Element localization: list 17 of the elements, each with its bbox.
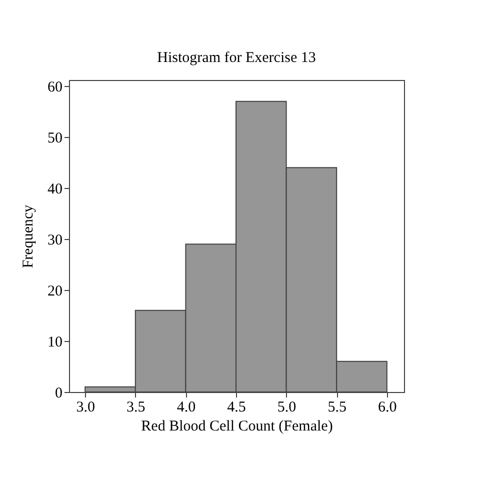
x-tick-label: 4.0: [176, 400, 196, 416]
x-tick-label: 3.0: [76, 400, 95, 416]
x-tick-label: 5.5: [328, 400, 346, 416]
x-tick-label: 6.0: [378, 400, 397, 416]
x-axis-title: Red Blood Cell Count (Female): [141, 418, 333, 434]
y-tick-label: 10: [48, 334, 62, 351]
x-tick-label: 5.0: [277, 400, 296, 416]
y-axis-title: Frequency: [20, 204, 36, 268]
y-tick-label: 30: [48, 232, 62, 249]
x-tick-label: 3.5: [126, 400, 146, 416]
y-tick-label: 40: [48, 182, 62, 198]
y-tick-label: 60: [48, 80, 62, 96]
chart-title: Histogram for Exercise 13: [157, 50, 316, 66]
y-tick-label: 20: [48, 284, 62, 300]
y-tick-label: 50: [48, 130, 62, 147]
x-tick-label: 4.5: [227, 400, 246, 416]
y-tick-label: 0: [55, 386, 62, 402]
